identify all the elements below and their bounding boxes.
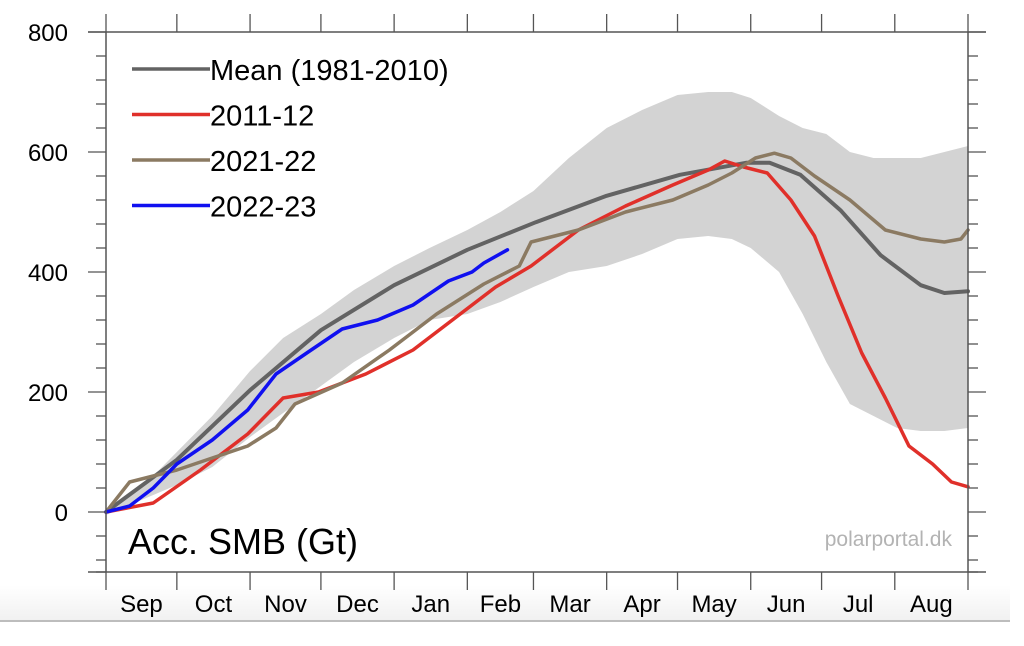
x-tick-label: Aug — [910, 591, 953, 618]
y-tick-label: 0 — [55, 500, 68, 527]
series-line-2021-22 — [104, 151, 970, 514]
x-tick-label: Oct — [195, 591, 233, 618]
legend: Mean (1981-2010) 2011-12 2021-22 2022-23 — [132, 55, 449, 224]
x-tick-label: Apr — [623, 591, 660, 618]
x-tick-label: Jun — [767, 591, 806, 618]
x-tick-label: Mar — [549, 591, 590, 618]
legend-label: 2011-12 — [210, 101, 314, 133]
series-layer — [104, 151, 970, 514]
legend-label: Mean (1981-2010) — [210, 55, 449, 87]
series-line-mean-1981-2010 — [104, 160, 970, 514]
y-tick-label: 400 — [28, 260, 68, 287]
legend-label: 2022-23 — [210, 192, 316, 224]
x-tick-label: Jul — [843, 591, 874, 618]
x-tick-label: Jan — [411, 591, 450, 618]
x-tick-label: Dec — [336, 591, 379, 618]
legend-label: 2021-22 — [210, 146, 316, 178]
x-tick-label: May — [691, 591, 736, 618]
series-line-2011-12 — [104, 159, 970, 514]
y-tick-label: 600 — [28, 140, 68, 167]
y-tick-label: 200 — [28, 380, 68, 407]
x-tick-label: Feb — [480, 591, 521, 618]
y-axis-label: Acc. SMB (Gt) — [128, 521, 358, 562]
bottom-band — [0, 585, 1010, 622]
x-tick-label: Nov — [264, 591, 307, 618]
credit-text: polarportal.dk — [825, 528, 953, 551]
y-tick-label: 800 — [28, 20, 68, 47]
band-layer — [106, 92, 968, 515]
x-tick-label: Sep — [120, 591, 163, 618]
range-band — [106, 92, 968, 515]
axes-layer: 0 200 400 600 800 Sep Oct Nov Dec Jan Feb Mar Apr May… — [28, 14, 986, 618]
series-line-2022-23 — [104, 248, 510, 514]
